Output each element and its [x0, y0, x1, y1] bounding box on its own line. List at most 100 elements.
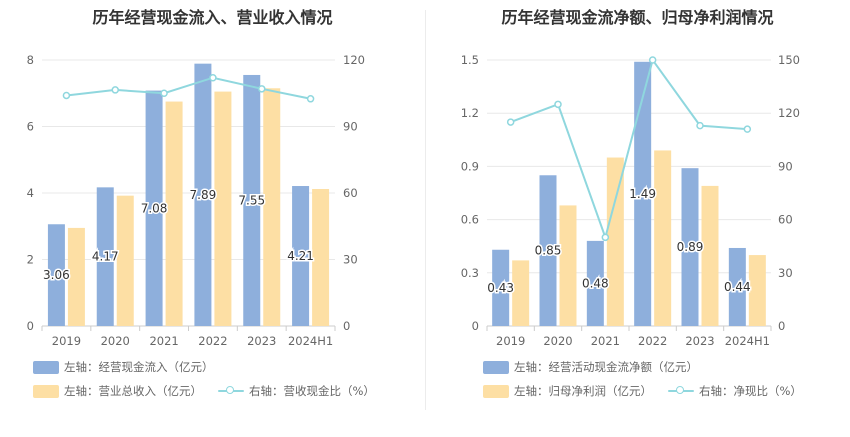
y-tick-label-left: 1.2 — [461, 106, 479, 120]
x-tick-label: 2019 — [52, 334, 81, 348]
chart-canvas-left: 0 0 2 30 4 60 6 90 8 120 2019 2020 2021 2022 2023 2024H… — [27, 53, 365, 348]
bar-series-1 — [748, 255, 766, 326]
y-tick-label-right: 120 — [778, 106, 800, 120]
y-tick-label-right: 150 — [778, 53, 800, 67]
y-tick-label-right: 90 — [778, 159, 793, 173]
y-tick-label-right: 60 — [778, 213, 793, 227]
y-tick-label-right: 30 — [343, 253, 358, 267]
legend-label: 左轴：归母净利润（亿元） — [514, 384, 652, 398]
legend-label: 左轴：营业总收入（亿元） — [64, 384, 202, 398]
y-tick-label-right: 0 — [778, 319, 785, 333]
y-tick-label-left: 0.3 — [461, 266, 479, 280]
data-label: 7.08 — [141, 201, 168, 215]
line-series-2 — [510, 57, 748, 241]
legend-label: 左轴：经营活动现金流净额（亿元） — [514, 360, 698, 374]
y-tick-label-left: 0.9 — [461, 159, 479, 173]
data-label: 4.21 — [287, 249, 314, 263]
bar-series-1 — [559, 205, 577, 326]
chart-panel-left: 历年经营现金流入、营业收入情况 0 0 2 30 4 60 6 90 8 120 2019 2020 2… — [27, 8, 375, 398]
line-point — [306, 95, 315, 103]
data-label: 0.44 — [724, 280, 751, 294]
data-label: 0.89 — [677, 240, 704, 254]
x-tick-label: 2022 — [638, 334, 667, 348]
bar-series-0 — [145, 90, 163, 326]
line-point — [160, 89, 168, 97]
y-tick-label-left: 2 — [27, 253, 34, 267]
data-label: 3.06 — [43, 268, 70, 282]
bar-series-1 — [214, 91, 232, 327]
x-tick-label: 2023 — [247, 334, 276, 348]
bar-series-0 — [492, 249, 510, 326]
data-label: 7.89 — [190, 188, 217, 202]
bar-series-0 — [292, 186, 310, 326]
line-point — [111, 86, 119, 94]
chart-title-left: 历年经营现金流入、营业收入情况 — [92, 8, 333, 27]
x-tick-label: 2020 — [543, 334, 572, 348]
x-tick-label: 2023 — [685, 334, 714, 348]
line-point — [258, 85, 266, 93]
line-point — [209, 73, 217, 82]
y-tick-label-left: 0 — [27, 319, 34, 333]
chart-title-right: 历年经营现金流净额、归母净利润情况 — [501, 8, 774, 27]
bar-series-1 — [116, 195, 134, 326]
bar-series-1 — [512, 260, 530, 326]
data-label: 4.17 — [92, 250, 119, 264]
x-tick-label: 2022 — [198, 334, 227, 348]
line-point — [601, 233, 610, 242]
y-tick-label-right: 30 — [778, 266, 793, 280]
bar-series-1 — [165, 101, 183, 326]
line-point — [743, 125, 752, 133]
bar-series-0 — [539, 175, 557, 326]
line-point — [648, 56, 657, 64]
data-label: 0.43 — [487, 281, 514, 295]
line-point — [696, 121, 704, 130]
bar-series-1 — [701, 185, 719, 326]
y-tick-label-right: 120 — [343, 53, 365, 67]
y-tick-label-right: 90 — [343, 120, 358, 134]
y-tick-label-right: 0 — [343, 319, 350, 333]
line-point — [506, 118, 515, 126]
line-series-2 — [66, 76, 311, 100]
x-tick-label: 2024H1 — [725, 334, 770, 348]
legend-label: 右轴：营收现金比（%） — [249, 384, 375, 398]
panel-divider — [425, 10, 426, 410]
legend-swatch — [33, 385, 59, 398]
legend-label: 左轴：经营现金流入（亿元） — [64, 360, 214, 374]
chart-canvas-right: 0 0 0.3 30 0.6 60 0.9 90 1.2 120 1.5 150 2019 2020 202… — [461, 53, 800, 348]
line-point — [62, 91, 71, 100]
x-tick-label: 2021 — [591, 334, 620, 348]
bar-series-0 — [96, 187, 114, 326]
legend-swatch — [483, 361, 509, 374]
data-label: 0.48 — [582, 276, 609, 290]
y-tick-label-left: 0 — [472, 319, 479, 333]
y-tick-label-left: 8 — [27, 53, 34, 67]
legend-label: 右轴：净现比（%） — [699, 384, 802, 398]
y-tick-label-left: 0.6 — [461, 213, 479, 227]
bar-series-1 — [606, 157, 624, 326]
line-point — [554, 100, 562, 109]
bar-series-0 — [586, 240, 604, 326]
bar-series-0 — [634, 61, 652, 326]
legend-swatch — [218, 386, 244, 394]
chart-panel-right: 历年经营现金流净额、归母净利润情况 0 0 0.3 30 0.6 60 0.9 90 1.2 12… — [425, 0, 850, 437]
bar-series-1 — [654, 150, 672, 326]
data-label: 0.85 — [535, 244, 562, 258]
x-tick-label: 2019 — [496, 334, 525, 348]
data-label: 1.49 — [629, 187, 656, 201]
bar-series-0 — [728, 247, 746, 326]
y-tick-label-left: 4 — [27, 186, 34, 200]
y-tick-label-left: 6 — [27, 120, 34, 134]
bar-series-0 — [47, 224, 65, 326]
data-label: 7.55 — [238, 193, 265, 207]
x-tick-label: 2020 — [101, 334, 130, 348]
bar-series-1 — [263, 88, 281, 326]
x-tick-label: 2024H1 — [288, 334, 333, 348]
y-tick-label-left: 1.5 — [461, 53, 479, 67]
y-tick-label-right: 60 — [343, 186, 358, 200]
x-tick-label: 2021 — [149, 334, 178, 348]
legend-swatch — [33, 361, 59, 374]
bar-series-0 — [681, 168, 699, 326]
bar-series-1 — [312, 189, 330, 326]
bar-series-0 — [243, 74, 261, 327]
legend-swatch — [668, 386, 694, 394]
